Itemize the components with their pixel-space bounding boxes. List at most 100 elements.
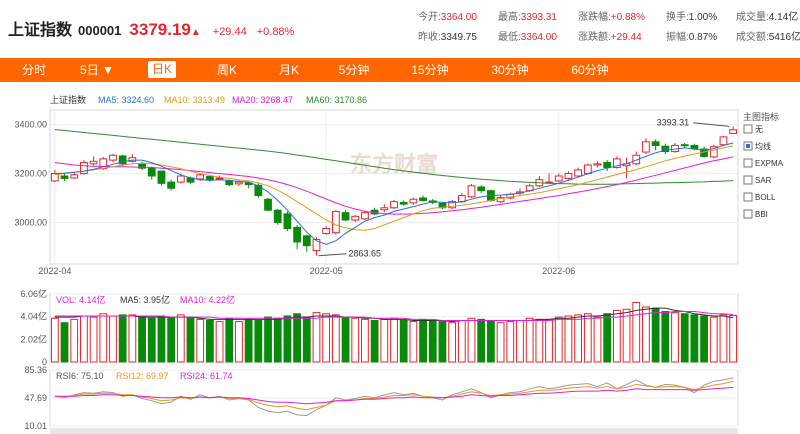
tab-0[interactable]: 分时	[21, 63, 46, 77]
stat-label: 涨跌额:	[578, 32, 611, 43]
tab-1[interactable]: 5日 ▼	[80, 63, 114, 77]
rsi12-line	[54, 380, 734, 411]
volume-bar	[612, 309, 621, 363]
stock-title: 上证指数 000001 3379.19▲ +29.44 +0.88%	[8, 16, 294, 40]
main-legend-name: 上证指数	[50, 94, 86, 105]
volume-bar	[487, 319, 495, 363]
volume-bar	[225, 317, 234, 363]
tab-8[interactable]: 60分钟	[571, 63, 609, 77]
candle-body	[467, 185, 476, 198]
candle-body	[554, 175, 563, 182]
volume-bar	[157, 315, 166, 363]
stat-value: 3393.31	[520, 12, 557, 23]
candle-body	[273, 209, 282, 223]
checkbox-icon	[743, 158, 753, 168]
volume-bar	[428, 319, 437, 363]
candle-body	[612, 158, 621, 168]
indicator-label: BBI	[755, 210, 768, 219]
rsi-y-tick: 47.69	[24, 393, 47, 403]
volume-bar	[167, 316, 176, 363]
volume-bar	[564, 315, 573, 363]
tab-5[interactable]: 5分钟	[338, 63, 370, 77]
stat-value: 4.14亿	[768, 12, 799, 23]
indicator-option-boll[interactable]: BOLL	[743, 192, 776, 202]
kline-chart[interactable]: 3000.00 3200.00 3400.00 2022-04 2022-05 2022-…	[0, 82, 800, 434]
main-legend-ma20: MA20: 3268.47	[232, 95, 293, 105]
checkbox-icon	[743, 192, 753, 202]
volume-bar	[661, 311, 670, 363]
volume-bar	[516, 319, 524, 363]
volume-bar	[322, 313, 331, 363]
x-tick-label: 2022-04	[38, 266, 71, 276]
candle-body	[70, 174, 79, 179]
rsi6-legend: RSI6: 75.10	[56, 371, 104, 381]
stat-value: 3364.00	[520, 32, 557, 43]
stock-name: 上证指数	[8, 22, 73, 39]
candle-body	[118, 155, 127, 165]
candle-body	[109, 154, 117, 161]
candle-body	[293, 226, 301, 243]
indicator-label: EXPMA	[755, 159, 784, 168]
stat-r2-1: 最低:3364.00	[498, 28, 557, 48]
volume-bar	[302, 316, 311, 363]
price-change-pct: +0.88%	[256, 26, 295, 38]
candle-body	[593, 163, 602, 166]
indicator-option-sar[interactable]: SAR	[743, 175, 772, 185]
volume-bar	[351, 317, 360, 363]
price-change: +29.44	[212, 26, 247, 38]
tab-7[interactable]: 30分钟	[491, 63, 529, 77]
vol-y-tick: 6.06亿	[20, 288, 47, 299]
y-tick-label: 3000.00	[14, 217, 47, 227]
candle-body	[390, 201, 398, 209]
candle-body	[167, 181, 176, 189]
y-tick-label: 3400.00	[14, 120, 47, 130]
volume-bar	[215, 321, 224, 363]
indicator-option-expma[interactable]: EXPMA	[743, 158, 784, 168]
candle-body	[399, 201, 408, 205]
volume-bar	[545, 318, 553, 363]
candle-body	[80, 162, 88, 175]
candle-body	[196, 174, 205, 180]
volume-bar	[331, 314, 340, 363]
indicator-label: 无	[755, 125, 763, 134]
volume-bar	[632, 302, 641, 363]
indicator-label: SAR	[755, 176, 772, 185]
quote-stats: 今开:3364.00 最高:3393.31 涨跌幅:+0.88% 换手:1.00% 成交…	[418, 8, 800, 48]
volume-bar	[244, 318, 253, 363]
vol-y-tick: 2.02亿	[20, 333, 47, 344]
stat-label: 振幅:	[666, 32, 689, 43]
tab-6[interactable]: 15分钟	[411, 63, 449, 77]
tab-2[interactable]: 日K	[148, 61, 177, 78]
volume-bar	[719, 314, 728, 363]
candle-body	[312, 239, 321, 252]
volume-bar	[409, 321, 418, 363]
volume-bar	[399, 319, 408, 363]
checkbox-icon	[743, 175, 753, 185]
volume-bar	[60, 322, 69, 363]
volume-bar	[118, 314, 127, 363]
tab-4[interactable]: 月K	[278, 63, 299, 77]
candle-body	[661, 145, 670, 153]
candle-body	[583, 164, 592, 175]
volume-bar	[525, 317, 534, 363]
indicator-option-bbi[interactable]: BBI	[743, 209, 768, 219]
candle-body	[680, 144, 689, 147]
indicator-label: BOLL	[755, 193, 776, 202]
candle-body	[603, 162, 612, 168]
volume-bar	[380, 318, 389, 363]
volume-bar	[642, 306, 650, 363]
volume-bar	[477, 318, 486, 363]
tab-3[interactable]: 周K	[216, 63, 237, 77]
stat-label: 涨跌幅:	[578, 12, 611, 23]
vol-legend: VOL: 4.14亿	[56, 294, 106, 305]
candle-body	[205, 175, 214, 181]
candle-body	[157, 170, 166, 184]
indicator-option-无[interactable]: 无	[743, 124, 763, 134]
candle-body	[380, 207, 389, 211]
candle-body	[215, 177, 224, 180]
stats-row: 今开:3364.00 最高:3393.31 涨跌幅:+0.88% 换手:1.00% 成交…	[418, 8, 798, 28]
volume-bar	[583, 313, 592, 363]
indicator-option-均线[interactable]: 均线	[743, 141, 771, 151]
candle-body	[302, 235, 311, 247]
volume-bar	[680, 313, 689, 363]
